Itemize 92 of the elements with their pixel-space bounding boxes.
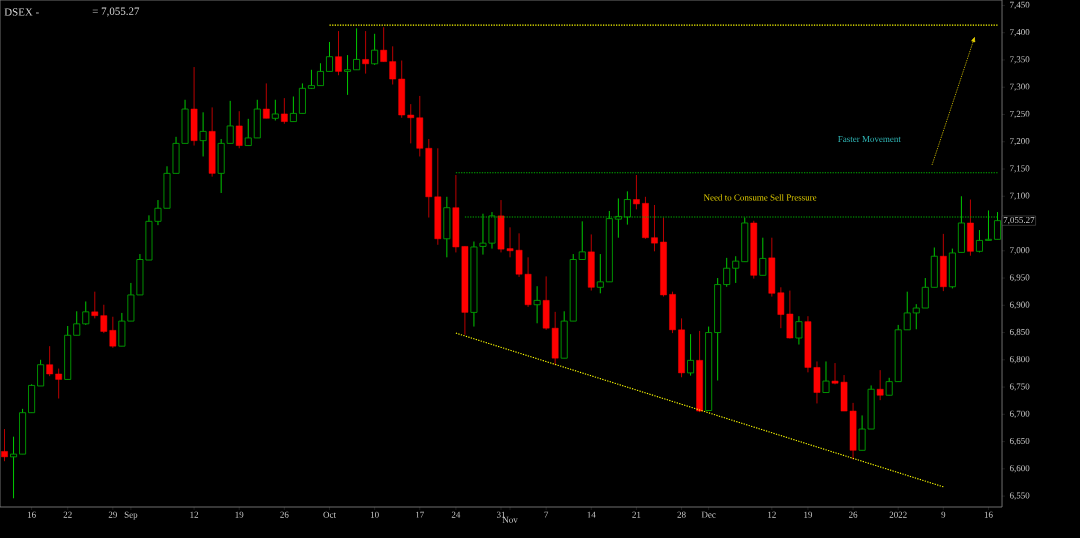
candlestick: [732, 255, 740, 284]
candlestick: [307, 69, 315, 90]
x-tick-label: 21: [632, 511, 641, 518]
y-tick-label: 7,150: [1010, 165, 1030, 173]
x-tick-label: 12: [190, 511, 199, 518]
candlestick: [289, 96, 297, 123]
y-tick-label: 7,250: [1010, 110, 1030, 119]
y-tick-label: 6,600: [1009, 465, 1030, 473]
candlestick: [362, 30, 369, 75]
x-tick-label: 19: [235, 511, 244, 518]
x-tick-label: Sep: [124, 511, 138, 520]
candlestick: [82, 301, 90, 326]
candlestick: [633, 174, 640, 210]
x-tick-label: 10: [370, 511, 379, 518]
candlestick: [822, 360, 830, 393]
y-tick-label: 6,800: [1009, 356, 1030, 364]
y-tick-label: 6,950: [1009, 274, 1030, 282]
x-tick-label: 16: [27, 511, 36, 518]
candlestick: [244, 118, 252, 147]
candlestick: [596, 253, 604, 294]
x-tick-label: 19: [804, 511, 813, 518]
x-tick-label: 7: [544, 511, 549, 518]
candlestick: [903, 291, 911, 331]
y-tick-label: 7,300: [1010, 83, 1030, 91]
y-tick-label: 7,400: [1010, 29, 1030, 37]
candlestick: [578, 220, 586, 260]
x-tick-label: 14: [587, 511, 596, 518]
x-tick-label: Nov: [502, 516, 518, 523]
candlestick: [921, 277, 929, 309]
x-tick-label: 12: [768, 511, 776, 518]
x-tick-label: 29: [108, 511, 117, 518]
x-tick-label: 9: [941, 511, 946, 518]
candlestick: [759, 237, 767, 276]
candlestick: [91, 291, 99, 319]
x-tick-label: Dec: [701, 511, 716, 518]
y-tick-label: 6,700: [1009, 410, 1030, 418]
annotation: = 7,055.27: [92, 7, 140, 17]
candlestick: [353, 27, 361, 71]
candlestick: [380, 26, 387, 63]
y-tick-label: 6,850: [1009, 328, 1030, 337]
x-tick-label: 28: [677, 511, 686, 518]
x-tick-label: 22: [63, 511, 72, 518]
candlestick: [651, 204, 658, 252]
candlestick: [533, 285, 541, 324]
candlestick: [407, 103, 415, 144]
candlestick: [335, 30, 342, 76]
text: DSEX -: [4, 8, 39, 16]
x-tick-label: 2022: [889, 511, 907, 518]
x-tick-label: 16: [984, 511, 993, 518]
candlestick: [389, 45, 396, 85]
candlestick: [154, 199, 162, 226]
y-tick-label: 7,450: [1010, 1, 1030, 10]
candlestick: [912, 303, 920, 330]
annotation: Need to Consume Sell Pressure: [703, 194, 817, 201]
candlestick: [371, 33, 379, 66]
candlestick: [984, 209, 992, 241]
candlestick: [37, 359, 45, 387]
y-tick-label: 7,100: [1010, 192, 1030, 200]
candlestick: [10, 436, 18, 499]
y-tick-label: 7,350: [1010, 56, 1030, 64]
candlestick: [73, 310, 81, 336]
candlestick: [316, 62, 324, 87]
y-tick-label: 7,200: [1010, 138, 1030, 146]
candlestick: [795, 315, 803, 345]
x-tick-label: 26: [848, 511, 858, 518]
y-tick-label: 6,750: [1009, 383, 1030, 391]
y-tick-label: 6,550: [1009, 492, 1030, 500]
candlestick: [325, 41, 334, 72]
candlestick: [723, 257, 731, 288]
candlestick: [687, 333, 695, 377]
candlestick: [281, 97, 288, 125]
x-tick-label: 26: [280, 511, 289, 518]
candlestick: [199, 111, 207, 157]
candlestick: [46, 345, 53, 377]
annotation: Faster Movement: [838, 136, 901, 142]
y-tick-label: 6,900: [1009, 301, 1030, 309]
x-tick-label: 31: [496, 511, 505, 518]
text: 7,055.27: [1003, 216, 1035, 225]
candlestick: [344, 54, 352, 96]
candlestick: [262, 82, 270, 119]
x-tick-label: Oct: [323, 511, 336, 518]
candlestick: [271, 99, 279, 121]
x-tick-label: 24: [451, 511, 461, 518]
candlestick: [235, 110, 243, 149]
candlestick: [876, 369, 884, 401]
x-tick-label: 17: [416, 511, 424, 518]
candlestick: [623, 190, 631, 226]
candlestick: [226, 100, 234, 144]
candlestick: [1, 428, 8, 462]
y-tick-label: 7,000: [1010, 247, 1030, 255]
candlestick: [55, 368, 62, 399]
y-tick-label: 6,650: [1009, 437, 1030, 446]
